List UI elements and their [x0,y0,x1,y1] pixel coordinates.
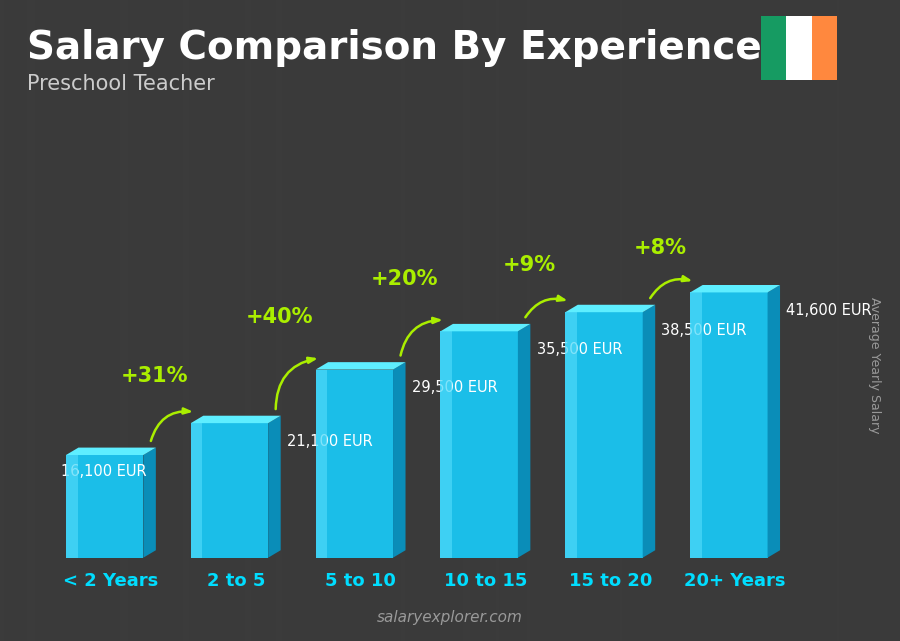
Text: +8%: +8% [634,238,687,258]
Polygon shape [690,292,768,558]
Text: +40%: +40% [246,307,313,327]
Polygon shape [268,416,281,558]
Text: 16,100 EUR: 16,100 EUR [61,464,147,479]
Polygon shape [191,423,202,558]
Polygon shape [316,370,393,558]
Polygon shape [191,416,281,423]
Polygon shape [565,312,643,558]
Polygon shape [690,285,780,292]
Polygon shape [518,324,530,558]
Polygon shape [66,455,77,558]
Bar [760,16,786,80]
Polygon shape [768,285,780,558]
Text: Preschool Teacher: Preschool Teacher [27,74,215,94]
Bar [786,16,812,80]
Text: 41,600 EUR: 41,600 EUR [787,303,872,318]
Polygon shape [440,324,530,331]
Text: 2 to 5: 2 to 5 [207,572,265,590]
Polygon shape [565,312,577,558]
Text: +9%: +9% [502,255,555,275]
Bar [812,16,837,80]
Text: Average Yearly Salary: Average Yearly Salary [868,297,881,433]
Text: +31%: +31% [121,366,188,386]
Text: salaryexplorer.com: salaryexplorer.com [377,610,523,625]
Text: 10 to 15: 10 to 15 [444,572,527,590]
Polygon shape [191,423,268,558]
Polygon shape [440,331,517,558]
Polygon shape [66,455,143,558]
Text: 38,500 EUR: 38,500 EUR [662,323,747,338]
Text: Salary Comparison By Experience: Salary Comparison By Experience [27,29,761,67]
Text: 21,100 EUR: 21,100 EUR [287,434,373,449]
Text: 29,500 EUR: 29,500 EUR [412,380,498,395]
Polygon shape [66,447,156,455]
Text: 20+ Years: 20+ Years [684,572,786,590]
Text: 15 to 20: 15 to 20 [569,572,652,590]
Polygon shape [643,304,655,558]
Polygon shape [143,447,156,558]
Text: 5 to 10: 5 to 10 [325,572,396,590]
Polygon shape [690,292,702,558]
Polygon shape [316,362,406,370]
Text: +20%: +20% [371,269,438,289]
Polygon shape [440,331,452,558]
Text: < 2 Years: < 2 Years [63,572,158,590]
Polygon shape [393,362,406,558]
Polygon shape [316,370,328,558]
Text: 35,500 EUR: 35,500 EUR [536,342,622,357]
Polygon shape [565,304,655,312]
